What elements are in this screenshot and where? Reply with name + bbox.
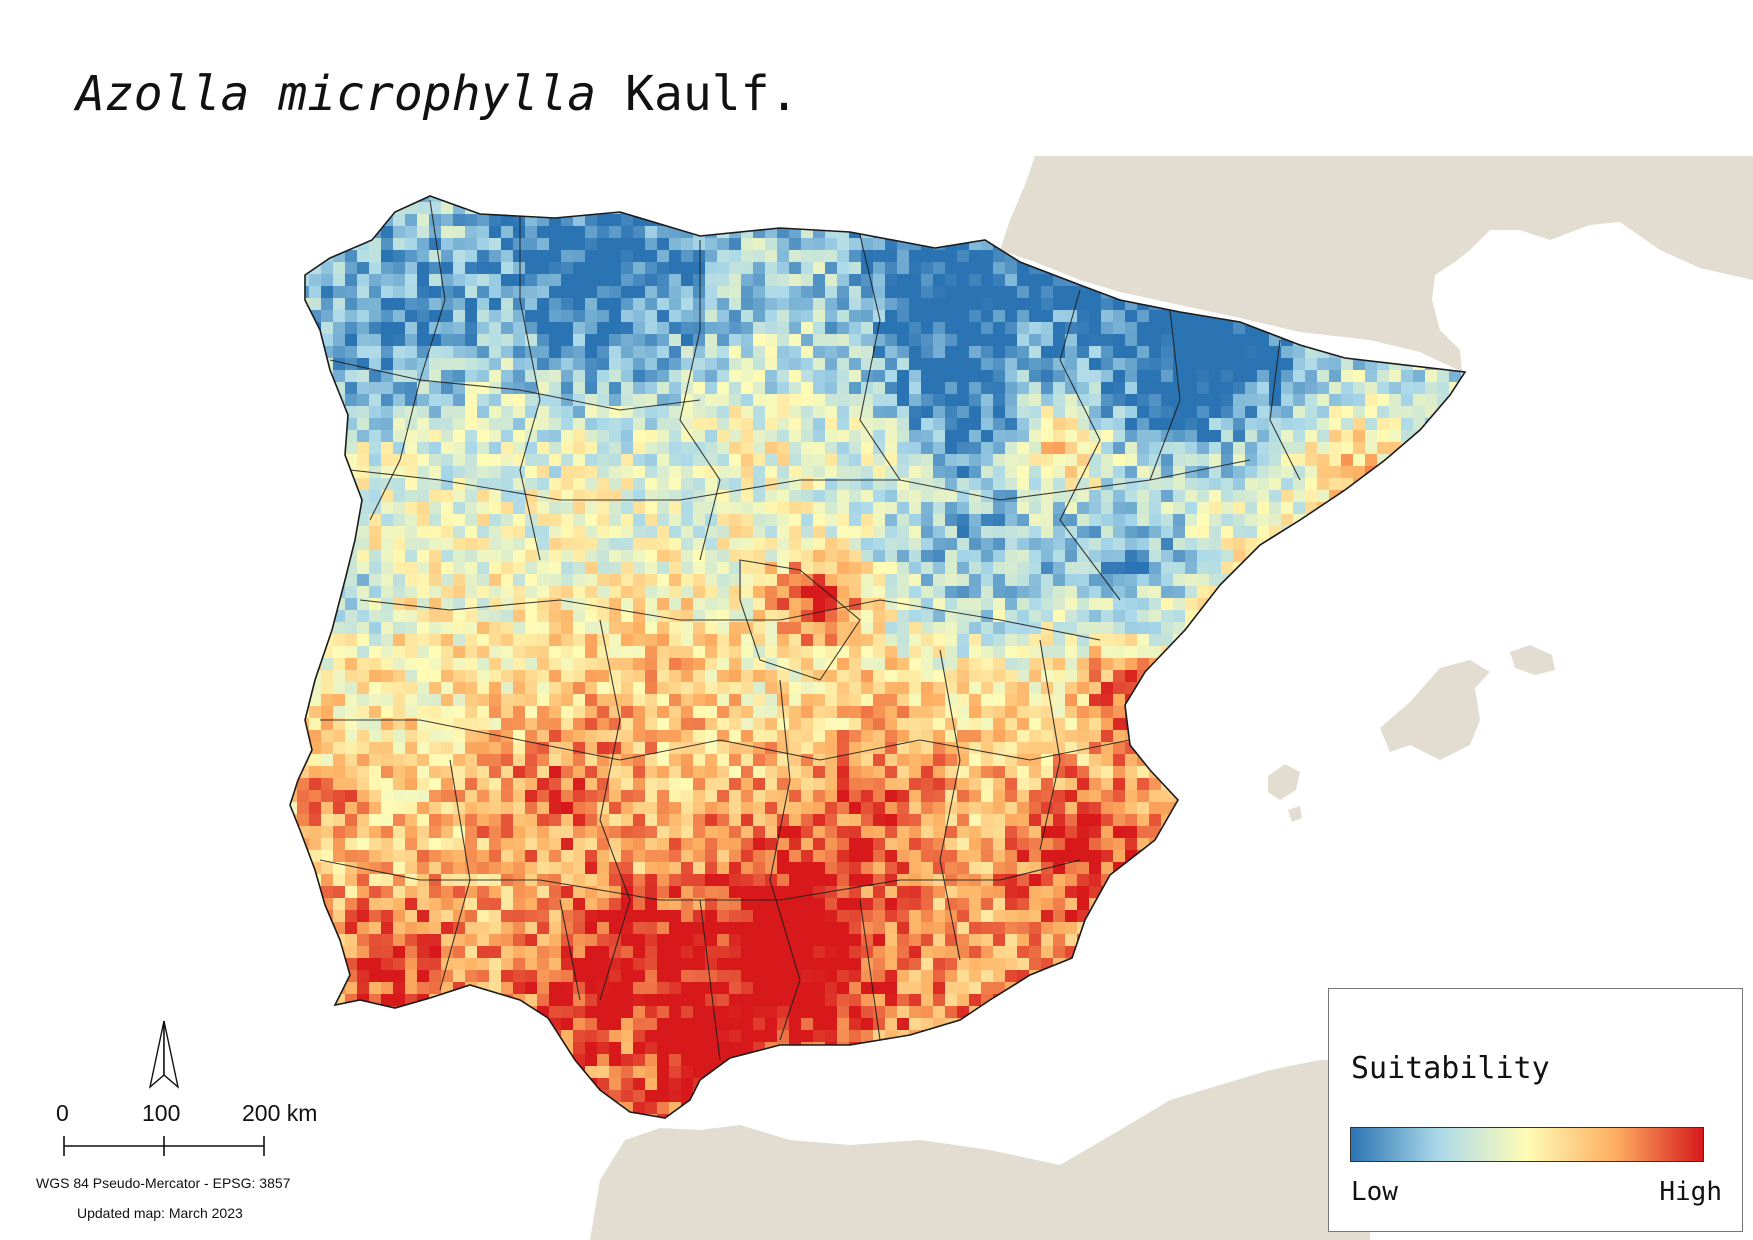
- province-boundary: [439, 759, 471, 991]
- province-boundary: [319, 859, 1081, 901]
- province-boundary: [679, 240, 721, 561]
- legend-color-ramp: [1350, 1127, 1704, 1162]
- mallorca-island: [1380, 660, 1490, 760]
- province-boundaries: [319, 199, 1301, 1061]
- scale-bar: [63, 1136, 265, 1156]
- province-boundary: [599, 619, 631, 1001]
- france-landmass: [1000, 156, 1753, 372]
- north-arrow-icon: [148, 1020, 180, 1089]
- map-title: Azolla microphylla Kaulf.: [76, 66, 798, 122]
- province-boundary: [559, 899, 581, 1001]
- province-boundary: [1269, 339, 1301, 481]
- formentera-island: [1288, 806, 1302, 822]
- legend-low-label: Low: [1351, 1177, 1398, 1207]
- coastline: [289, 195, 1467, 1119]
- legend-title: Suitability: [1351, 1051, 1550, 1086]
- surrounding-land: [590, 156, 1753, 1240]
- province-boundary: [699, 899, 721, 1061]
- province-boundary: [859, 234, 901, 481]
- province-boundary: [1149, 309, 1181, 481]
- north-africa-landmass: [590, 1060, 1370, 1240]
- menorca-island: [1510, 645, 1555, 675]
- province-boundary: [1039, 639, 1061, 851]
- ibiza-island: [1268, 764, 1300, 800]
- species-author: Kaulf.: [625, 66, 799, 122]
- scale-label-100: 100: [142, 1100, 181, 1126]
- province-boundary: [769, 679, 801, 1041]
- province-boundary: [359, 599, 1101, 641]
- updated-text: Updated map: March 2023: [77, 1205, 243, 1221]
- province-boundary: [349, 459, 1251, 501]
- scale-label-200: 200 km: [242, 1100, 318, 1126]
- crs-text: WGS 84 Pseudo-Mercator - EPSG: 3857: [36, 1175, 291, 1191]
- species-name: Azolla microphylla: [76, 66, 597, 122]
- legend-high-label: High: [1659, 1177, 1722, 1207]
- scale-label-0: 0: [56, 1100, 69, 1126]
- province-boundary: [329, 359, 701, 411]
- province-boundary: [739, 559, 861, 681]
- province-boundary: [939, 649, 961, 961]
- province-boundary: [1059, 289, 1121, 601]
- province-boundary: [320, 719, 1131, 761]
- province-boundary: [519, 215, 541, 561]
- province-boundary: [859, 899, 881, 1041]
- legend-box: Suitability Low High: [1328, 988, 1743, 1232]
